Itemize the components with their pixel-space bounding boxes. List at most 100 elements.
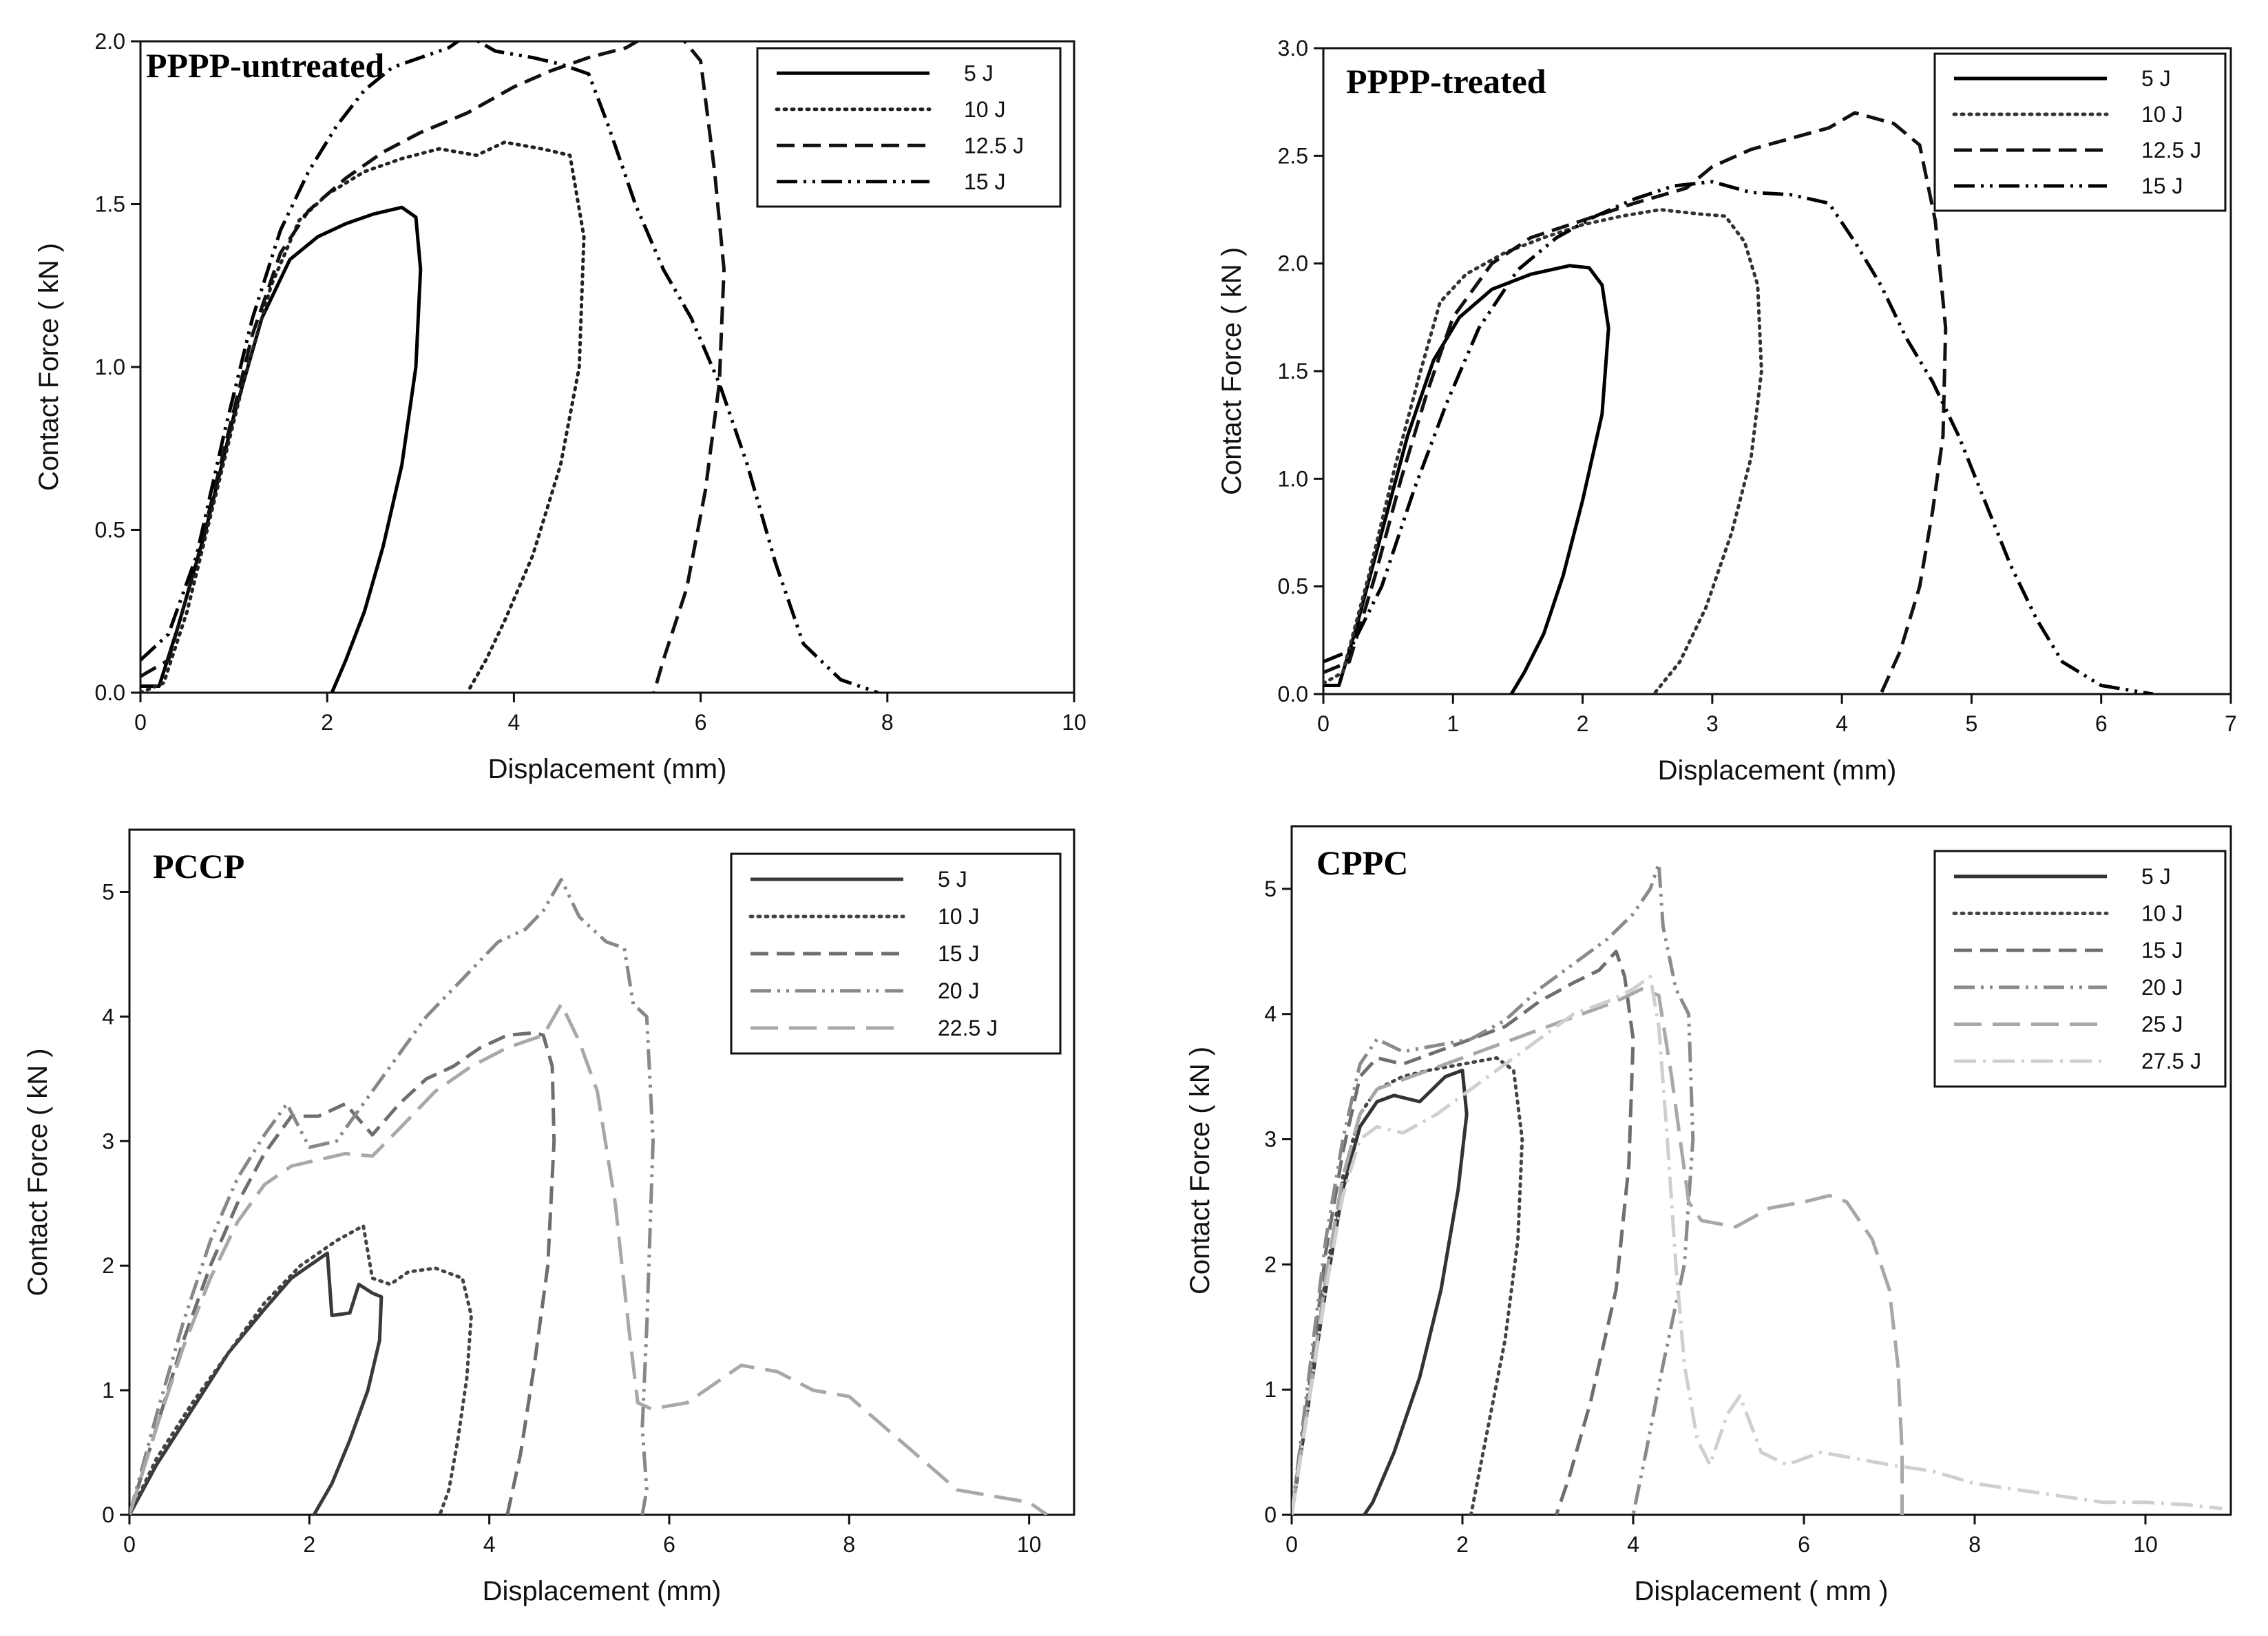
x-tick-label: 1 (1447, 711, 1459, 736)
panel-pppp-untreated: 0 2 4 6 8 10 0.0 0.5 1.0 1.5 2.0 Displacement (mm) C… (34, 29, 1086, 784)
legend-label: 5 J (2141, 864, 2171, 889)
y-tick-label: 0 (1264, 1502, 1277, 1527)
y-tick-label: 1.5 (95, 192, 125, 217)
series-line-12-5-jj (1323, 111, 1948, 694)
legend-label: 5 J (938, 867, 967, 892)
x-tick-label: 6 (695, 710, 707, 735)
x-tick-label: 10 (1017, 1532, 1042, 1557)
panel-title: PPPP-treated (1346, 62, 1546, 101)
series-line-5-jj (129, 1251, 384, 1515)
x-tick-label: 2 (1456, 1532, 1469, 1557)
plot-frame (128, 828, 1075, 1516)
legend-label: 12.5 J (2141, 138, 2201, 162)
x-tick-label: 6 (1798, 1532, 1810, 1557)
x-axis-title: Displacement ( mm ) (1635, 1576, 1889, 1606)
x-tick-label: 10 (1062, 710, 1086, 735)
series-group (140, 41, 879, 693)
x-tick-label: 2 (303, 1532, 315, 1557)
series-group (129, 877, 1049, 1515)
legend-label: 5 J (2141, 66, 2171, 91)
x-tick-label: 4 (483, 1532, 496, 1557)
x-tick-label: 7 (2225, 711, 2237, 736)
legend-label: 15 J (938, 941, 979, 966)
y-tick-label: 1.0 (95, 355, 125, 379)
y-tick-label: 2 (1264, 1252, 1277, 1277)
series-line-12-5-jj (140, 41, 726, 693)
y-tick-label: 1.5 (1278, 359, 1308, 384)
series-line-10-jj (1323, 208, 1763, 694)
y-tick-label: 0.5 (95, 518, 125, 543)
x-tick-label: 6 (663, 1532, 675, 1557)
legend-label: 10 J (2141, 901, 2183, 926)
x-tick-label: 0 (123, 1532, 136, 1557)
y-tick-label: 0.0 (95, 680, 125, 705)
series-line-20-jj (129, 877, 655, 1515)
legend-label: 12.5 J (964, 133, 1024, 158)
legend-label: 25 J (2141, 1012, 2183, 1037)
legend-label: 10 J (964, 97, 1005, 122)
x-tick-label: 3 (1706, 711, 1719, 736)
y-tick-label: 2.0 (1278, 251, 1308, 276)
y-tick-label: 2 (102, 1253, 114, 1278)
panel-cppc: 0 2 4 6 8 10 0 1 2 3 4 5 Displacement ( mm ) Contact … (1185, 825, 2232, 1606)
panel-title: PPPP-untreated (146, 46, 384, 85)
y-tick-label: 0 (102, 1502, 114, 1527)
legend-label: 15 J (964, 169, 1005, 194)
series-line-10-jj (129, 1224, 473, 1515)
y-tick-label: 2.5 (1278, 143, 1308, 168)
x-axis-title: Displacement (mm) (488, 754, 727, 784)
y-tick-label: 4 (1264, 1002, 1277, 1027)
x-tick-label: 4 (1627, 1532, 1639, 1557)
x-tick-label: 8 (881, 710, 894, 735)
y-tick-label: 4 (102, 1004, 114, 1029)
y-tick-label: 3 (1264, 1127, 1277, 1152)
x-axis-title: Displacement (mm) (1658, 755, 1897, 786)
series-line-5-jj (1292, 1069, 1469, 1515)
x-tick-label: 8 (1968, 1532, 1981, 1557)
x-axis-title: Displacement (mm) (483, 1576, 722, 1606)
y-tick-label: 3 (102, 1129, 114, 1153)
x-tick-label: 8 (843, 1532, 855, 1557)
x-tick-label: 0 (134, 710, 147, 735)
x-tick-label: 0 (1317, 711, 1330, 736)
y-tick-label: 5 (102, 879, 114, 904)
x-tick-label: 10 (2133, 1532, 2158, 1557)
y-axis-title: Contact Force ( kN ) (34, 243, 64, 491)
series-line-5-jj (1323, 264, 1610, 694)
y-axis-title: Contact Force ( kN ) (23, 1048, 53, 1296)
legend-label: 27.5 J (2141, 1049, 2201, 1073)
legend-label: 10 J (2141, 102, 2183, 127)
series-line-25-jj (1292, 987, 1904, 1515)
legend-label: 10 J (938, 904, 979, 929)
y-tick-label: 3.0 (1278, 36, 1308, 61)
series-line-15-jj (1323, 180, 2154, 694)
x-tick-label: 6 (2095, 711, 2108, 736)
y-tick-label: 1 (1264, 1377, 1277, 1402)
x-tick-label: 4 (508, 710, 521, 735)
y-tick-label: 1.0 (1278, 466, 1308, 491)
x-tick-label: 4 (1836, 711, 1848, 736)
series-group (1323, 111, 2154, 694)
x-tick-label: 5 (1966, 711, 1978, 736)
y-tick-label: 2.0 (95, 29, 125, 54)
legend-label: 15 J (2141, 938, 2183, 963)
y-tick-label: 0.0 (1278, 682, 1308, 706)
panel-pccp: 0 2 4 6 8 10 0 1 2 3 4 5 Displacement (mm) Contact Fo… (23, 828, 1075, 1606)
plot-frame (1290, 825, 2232, 1516)
y-tick-label: 5 (1264, 877, 1277, 901)
legend-label: 20 J (938, 978, 979, 1003)
legend-box (1933, 850, 2227, 1088)
x-tick-label: 2 (321, 710, 333, 735)
y-tick-label: 0.5 (1278, 574, 1308, 599)
legend-label: 5 J (964, 61, 994, 85)
series-group (1292, 862, 2223, 1515)
series-line-27-5-jj (1292, 974, 2223, 1515)
x-tick-label: 2 (1577, 711, 1589, 736)
series-line-20-jj (1292, 862, 1695, 1515)
legend-label: 22.5 J (938, 1016, 998, 1040)
y-tick-label: 1 (102, 1378, 114, 1403)
y-axis-title: Contact Force ( kN ) (1185, 1047, 1215, 1294)
panel-pppp-treated: 0 1 2 3 4 5 6 7 0.0 0.5 1.0 1.5 2.0 2.5 3.0 Displacemen… (1217, 36, 2237, 786)
panel-title: PCCP (153, 847, 244, 885)
